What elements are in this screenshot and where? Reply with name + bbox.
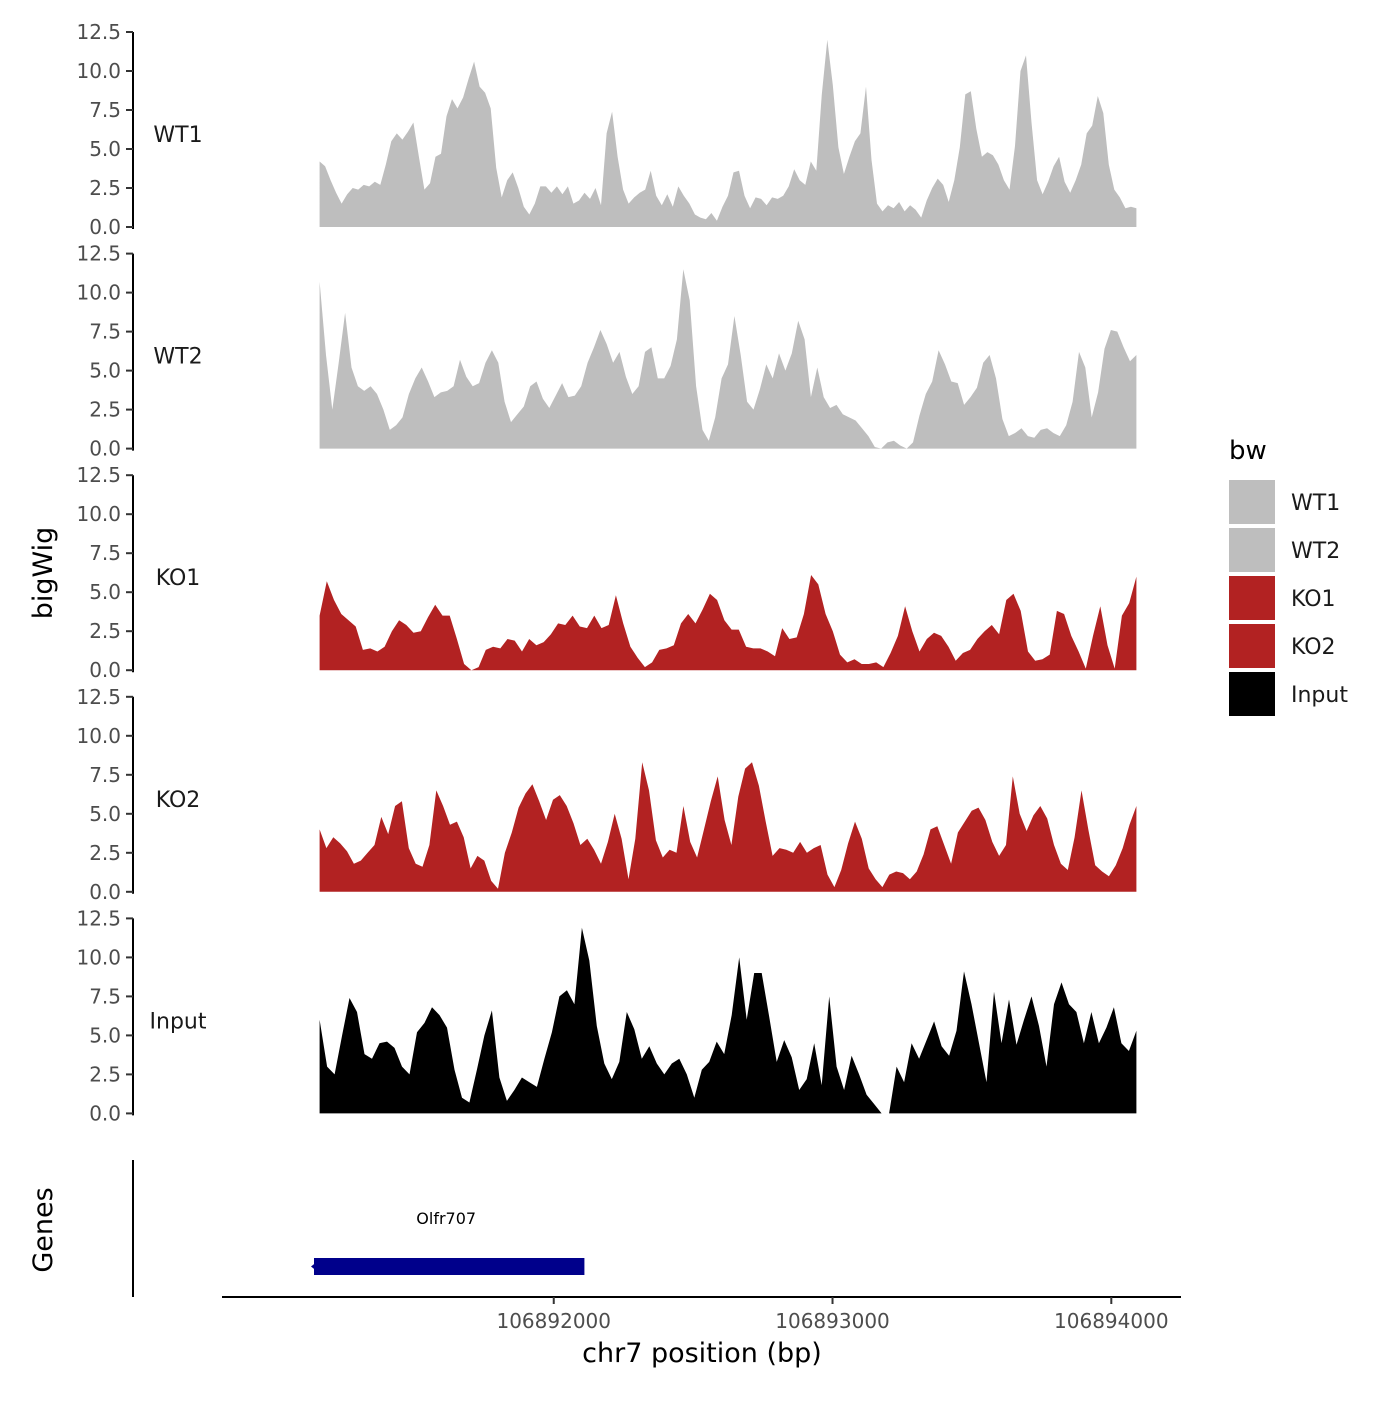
legend-label-wt2: WT2 bbox=[1291, 539, 1340, 564]
y-tick-label: 7.5 bbox=[89, 984, 121, 1008]
y-tick-label: 0.0 bbox=[89, 880, 121, 904]
x-tick-label: 106893000 bbox=[775, 1309, 890, 1333]
legend-key-ko2 bbox=[1229, 624, 1275, 668]
legend: bw WT1 WT2 KO1 KO2 Input bbox=[1229, 436, 1348, 716]
y-tick-label: 0.0 bbox=[89, 658, 121, 682]
track-label-input: Input bbox=[150, 1009, 207, 1034]
x-tick-label: 106892000 bbox=[496, 1309, 611, 1333]
y-tick-label: 2.5 bbox=[89, 176, 121, 200]
y-tick-label: 10.0 bbox=[76, 59, 121, 83]
track-panel-input: 0.0 2.5 5.0 7.5 10.0 12.5 Input bbox=[76, 906, 1137, 1125]
y-tick-label: 0.0 bbox=[89, 1101, 121, 1125]
y-tick-label: 2.5 bbox=[89, 841, 121, 865]
y-tick-label: 10.0 bbox=[76, 945, 121, 969]
y-tick-label: 5.0 bbox=[89, 580, 121, 604]
y-tick-label: 10.0 bbox=[76, 281, 121, 305]
track-label-wt1: WT1 bbox=[153, 123, 202, 148]
y-tick-label: 7.5 bbox=[89, 320, 121, 344]
y-tick-label: 12.5 bbox=[76, 20, 121, 44]
gene-bar-olfr707 bbox=[313, 1258, 585, 1275]
y-tick-label: 2.5 bbox=[89, 398, 121, 422]
x-tick-label: 106894000 bbox=[1054, 1309, 1169, 1333]
legend-key-wt2 bbox=[1229, 528, 1275, 572]
track-label-wt2: WT2 bbox=[153, 345, 202, 370]
y-tick-label: 12.5 bbox=[76, 906, 121, 930]
legend-key-input bbox=[1229, 672, 1275, 716]
track-panel-wt1: 0.0 2.5 5.0 7.5 10.0 12.5 WT1 bbox=[76, 20, 1137, 239]
y-tick-label: 10.0 bbox=[76, 502, 121, 526]
coverage-area-wt2 bbox=[319, 269, 1137, 449]
y-tick-label: 0.0 bbox=[89, 437, 121, 461]
gene-label-olfr707: Olfr707 bbox=[416, 1209, 476, 1228]
legend-key-wt1 bbox=[1229, 480, 1275, 524]
y-tick-label: 12.5 bbox=[76, 685, 121, 709]
legend-label-ko2: KO2 bbox=[1291, 635, 1336, 660]
gene-strand-arrow bbox=[310, 1261, 318, 1272]
y-tick-label: 7.5 bbox=[89, 541, 121, 565]
coverage-area-ko1 bbox=[319, 575, 1137, 671]
track-panel-ko2: 0.0 2.5 5.0 7.5 10.0 12.5 KO2 bbox=[76, 685, 1137, 904]
y-tick-label: 12.5 bbox=[76, 242, 121, 266]
coverage-area-input bbox=[319, 927, 1137, 1114]
track-label-ko2: KO2 bbox=[156, 788, 201, 813]
track-panel-wt2: 0.0 2.5 5.0 7.5 10.0 12.5 WT2 bbox=[76, 242, 1137, 461]
x-axis: 106892000 106893000 106894000 bbox=[222, 1296, 1181, 1333]
y-tick-label: 12.5 bbox=[76, 463, 121, 487]
y-tick-label: 10.0 bbox=[76, 724, 121, 748]
y-tick-label: 0.0 bbox=[89, 215, 121, 239]
coverage-area-wt1 bbox=[319, 39, 1137, 227]
legend-label-ko1: KO1 bbox=[1291, 587, 1336, 612]
legend-title: bw bbox=[1229, 436, 1267, 466]
genes-track-title: Genes bbox=[28, 1187, 59, 1272]
legend-label-input: Input bbox=[1291, 683, 1348, 708]
legend-label-wt1: WT1 bbox=[1291, 491, 1340, 516]
y-tick-label: 5.0 bbox=[89, 1023, 121, 1047]
coverage-area-ko2 bbox=[319, 762, 1137, 892]
y-tick-label: 7.5 bbox=[89, 763, 121, 787]
y-axis-title: bigWig bbox=[28, 527, 59, 620]
y-tick-label: 7.5 bbox=[89, 98, 121, 122]
track-panel-ko1: 0.0 2.5 5.0 7.5 10.0 12.5 KO1 bbox=[76, 463, 1137, 682]
tracks-layer: 0.0 2.5 5.0 7.5 10.0 12.5 WT1 0.0 2.5 5.0 7.5 10.0 1… bbox=[76, 20, 1137, 1125]
legend-key-ko1 bbox=[1229, 576, 1275, 620]
y-tick-label: 2.5 bbox=[89, 1062, 121, 1086]
y-tick-label: 2.5 bbox=[89, 619, 121, 643]
y-tick-label: 5.0 bbox=[89, 359, 121, 383]
track-label-ko1: KO1 bbox=[156, 566, 201, 591]
genes-layer: Olfr707 bbox=[132, 1160, 585, 1297]
y-tick-label: 5.0 bbox=[89, 802, 121, 826]
y-tick-label: 5.0 bbox=[89, 137, 121, 161]
x-axis-title: chr7 position (bp) bbox=[582, 1338, 822, 1369]
